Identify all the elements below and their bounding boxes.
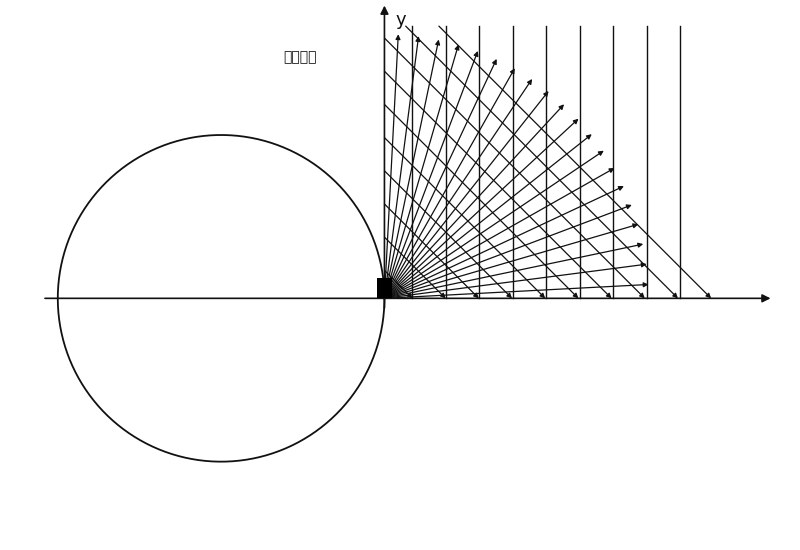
Text: y: y — [395, 10, 406, 29]
Bar — [377, 278, 392, 298]
Text: 运动方向: 运动方向 — [283, 50, 317, 64]
